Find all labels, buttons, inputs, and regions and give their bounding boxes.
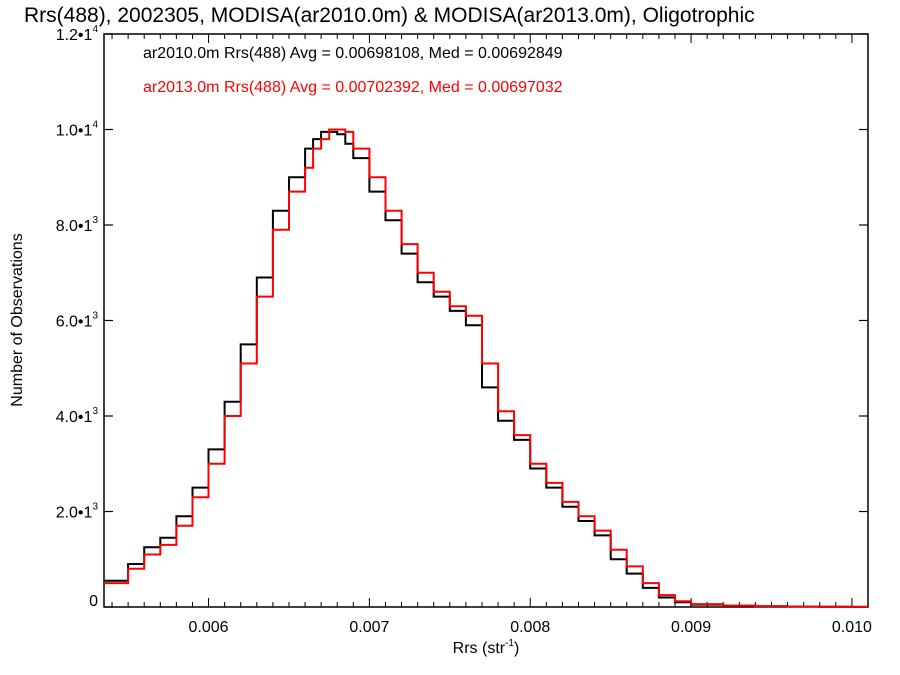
series-line-1 xyxy=(104,128,868,608)
series-line-0 xyxy=(104,130,868,608)
y-tick-label-4: 8.0•13 xyxy=(56,215,99,235)
y-tick-label-2: 4.0•13 xyxy=(56,406,99,426)
y-tick-label-6: 1.2•14 xyxy=(56,24,99,44)
y-tick-label-exp-6: 4 xyxy=(92,24,98,35)
y-tick-label-3: 6.0•13 xyxy=(56,311,99,331)
y-tick-label-base-5: 1.0•1 xyxy=(56,123,93,140)
chart-title: Rrs(488), 2002305, MODISA(ar2010.0m) & M… xyxy=(24,4,755,27)
x-axis-label-sup: -1 xyxy=(505,638,514,649)
x-tick-label-1: 0.007 xyxy=(349,619,389,636)
x-tick-label-3: 0.009 xyxy=(671,619,711,636)
plot-frame xyxy=(103,33,869,608)
x-tick-label-2: 0.008 xyxy=(510,619,550,636)
y-tick-label-0: 0 xyxy=(89,593,98,610)
y-tick-label-base-1: 2.0•1 xyxy=(56,505,93,522)
x-axis-label-suffix: ) xyxy=(514,640,519,657)
legend-entry-ar2013: ar2013.0m Rrs(488) Avg = 0.00702392, Med… xyxy=(143,79,563,96)
y-tick-label-base-2: 4.0•1 xyxy=(56,409,93,426)
y-tick-label-exp-5: 4 xyxy=(92,120,98,131)
y-axis-label: Number of Observations xyxy=(9,233,26,406)
y-tick-label-base-6: 1.2•1 xyxy=(56,27,93,44)
y-tick-label-1: 2.0•13 xyxy=(56,502,99,522)
y-tick-label-exp-1: 3 xyxy=(92,502,98,513)
y-tick-label-exp-4: 3 xyxy=(92,215,98,226)
x-tick-label-0: 0.006 xyxy=(189,619,229,636)
x-tick-label-4: 0.010 xyxy=(832,619,872,636)
x-axis-label: Rrs (str-1) xyxy=(453,638,520,657)
y-tick-label-exp-3: 3 xyxy=(92,311,98,322)
x-axis-label-main: Rrs (str xyxy=(453,640,506,657)
x-axis-ticks: 0.006 0.007 0.008 0.009 0.010 xyxy=(111,34,872,636)
y-tick-label-base-0: 0 xyxy=(89,593,98,610)
y-tick-label-base-3: 6.0•1 xyxy=(56,314,93,331)
y-tick-label-5: 1.0•14 xyxy=(56,120,99,140)
legend-entry-ar2010: ar2010.0m Rrs(488) Avg = 0.00698108, Med… xyxy=(143,45,563,62)
y-tick-label-exp-2: 3 xyxy=(92,406,98,417)
y-tick-label-base-4: 8.0•1 xyxy=(56,218,93,235)
series-lines xyxy=(104,128,868,608)
y-axis-ticks: 02.0•134.0•136.0•138.0•131.0•141.2•14 xyxy=(56,24,868,610)
